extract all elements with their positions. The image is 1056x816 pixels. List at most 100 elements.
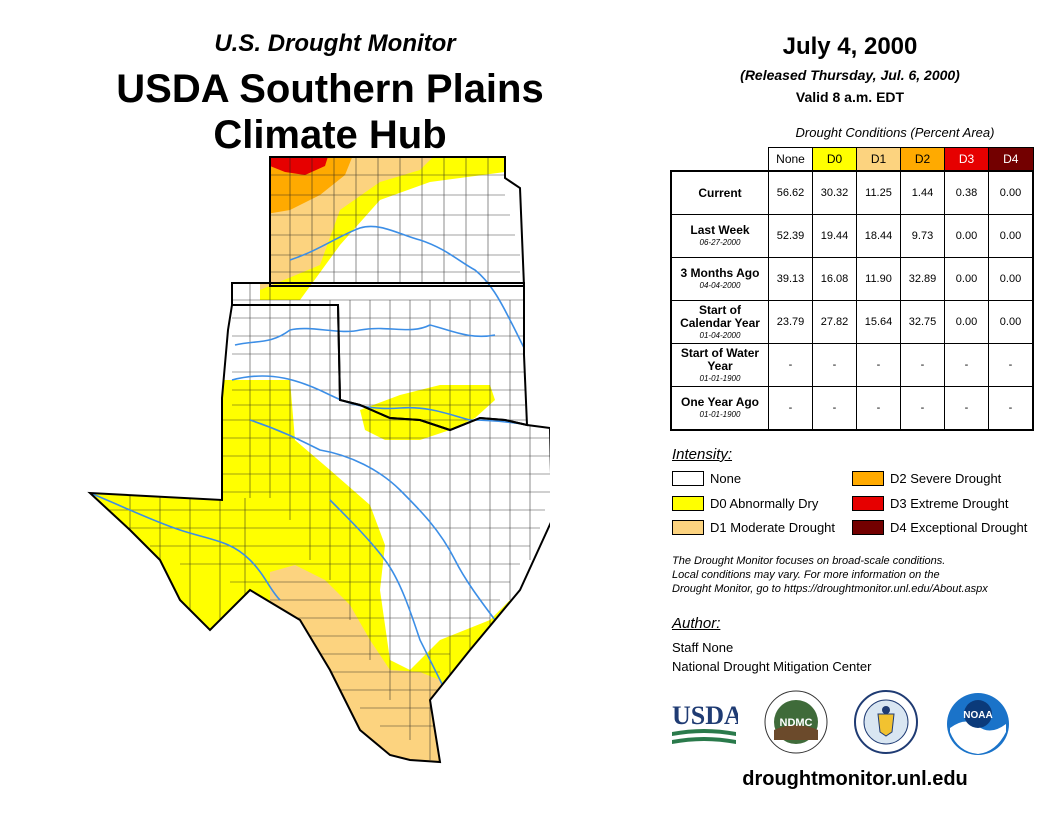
legend-swatch — [852, 496, 884, 511]
legend-swatch — [672, 471, 704, 486]
legend-label: D4 Exceptional Drought — [890, 520, 1028, 535]
row-date: 01-04-2000 — [699, 330, 741, 340]
row-label-text: One Year Ago — [680, 395, 760, 409]
map-date: July 4, 2000 — [782, 33, 918, 60]
table-cell: - — [900, 386, 945, 431]
state-borders — [87, 156, 550, 764]
col-header-d4: D4 — [988, 147, 1034, 172]
row-label: Current — [670, 170, 769, 215]
table-cell: 9.73 — [900, 214, 945, 258]
table-cell: 56.62 — [768, 170, 813, 215]
note-line-3: Drought Monitor, go to https://droughtmo… — [672, 583, 988, 595]
legend-swatch — [672, 520, 704, 535]
d3-area-kansas — [270, 157, 330, 175]
valid-time: Valid 8 a.m. EDT — [795, 89, 905, 105]
rivers — [90, 225, 531, 701]
release-date: (Released Thursday, Jul. 6, 2000) — [740, 67, 960, 83]
table-cell: - — [900, 343, 945, 387]
row-label-text: Last Week — [690, 223, 750, 237]
map-subtitle: U.S. Drought Monitor — [214, 30, 456, 57]
author-block: Staff None National Drought Mitigation C… — [672, 638, 871, 676]
table-cell: 30.32 — [812, 170, 857, 215]
legend-label: D1 Moderate Drought — [710, 520, 836, 535]
table-cell: 11.90 — [856, 257, 901, 301]
noaa-logo: NOAA — [947, 693, 1009, 755]
author-name: Staff None — [672, 640, 734, 655]
table-row: Start of Water Year 01-01-1900- - - - - - — [670, 343, 1034, 387]
row-label: One Year Ago 01-01-1900 — [670, 386, 769, 431]
ndmc-logo: NDMC — [764, 690, 828, 754]
drought-conditions-table: None D0 D1 D2 D3 D4 Current 56.62 30.32 11.… — [670, 147, 1034, 431]
col-header-d2: D2 — [900, 147, 945, 172]
table-cell: 0.00 — [988, 257, 1034, 301]
table-cell: - — [856, 386, 901, 431]
map-title: USDA Southern Plains Climate Hub — [60, 66, 600, 158]
table-row: 3 Months Ago 04-04-2000 39.13 16.08 11.90 32.… — [670, 257, 1034, 301]
legend-swatch — [672, 496, 704, 511]
table-row: Last Week 06-27-2000 52.39 19.44 18.44 9.73 0.… — [670, 214, 1034, 258]
table-cell: - — [944, 386, 989, 431]
note-line-2: Local conditions may vary. For more info… — [672, 569, 940, 581]
row-label: Start of Calendar Year 01-04-2000 — [670, 300, 769, 344]
col-header-d1: D1 — [856, 147, 901, 172]
table-cell: 15.64 — [856, 300, 901, 344]
col-header-none: None — [768, 147, 813, 172]
website-link[interactable]: droughtmonitor.unl.edu — [742, 768, 968, 790]
commerce-seal — [854, 690, 918, 754]
table-cell: 27.82 — [812, 300, 857, 344]
table-cell: - — [988, 386, 1034, 431]
map-title-line2: Climate Hub — [213, 113, 447, 157]
table-cell: 39.13 — [768, 257, 813, 301]
row-date: 01-01-1900 — [699, 410, 741, 419]
table-cell: 0.38 — [944, 170, 989, 215]
row-label-text: 3 Months Ago — [680, 266, 760, 280]
d0-area-oklahoma — [360, 385, 495, 440]
table-cell: 0.00 — [988, 170, 1034, 215]
table-cell: - — [944, 343, 989, 387]
table-row: One Year Ago 01-01-1900- - - - - - — [670, 386, 1034, 431]
legend-label: D3 Extreme Drought — [890, 496, 1009, 511]
row-label: Start of Water Year 01-01-1900 — [670, 343, 769, 387]
table-cell: 16.08 — [812, 257, 857, 301]
row-label: 3 Months Ago 04-04-2000 — [670, 257, 769, 301]
usda-logo: USDA — [672, 701, 738, 744]
table-cell: - — [812, 343, 857, 387]
table-row: Current 56.62 30.32 11.25 1.44 0.38 0.00 — [670, 170, 1034, 215]
drought-areas — [90, 157, 550, 762]
legend-label: D2 Severe Drought — [890, 471, 1002, 486]
row-date: 01-01-1900 — [699, 373, 741, 383]
usda-logo-text: USDA — [672, 701, 738, 730]
legend-label: None — [710, 471, 742, 486]
drought-map — [87, 156, 550, 764]
table-cell: 32.75 — [900, 300, 945, 344]
table-cell: - — [768, 343, 813, 387]
row-date: 06-27-2000 — [699, 238, 741, 247]
table-cell: - — [988, 343, 1034, 387]
col-header-d0: D0 — [812, 147, 857, 172]
table-cell: 0.00 — [944, 214, 989, 258]
author-title: Author: — [672, 615, 721, 632]
table-cell: 0.00 — [944, 300, 989, 344]
conditions-caption: Drought Conditions (Percent Area) — [795, 125, 995, 140]
table-cell: 1.44 — [900, 170, 945, 215]
table-cell: 19.44 — [812, 214, 857, 258]
table-cell: 32.89 — [900, 257, 945, 301]
legend-swatch — [852, 520, 884, 535]
row-label: Last Week 06-27-2000 — [670, 214, 769, 258]
table-cell: 18.44 — [856, 214, 901, 258]
table-row: Start of Calendar Year 01-04-2000 23.79 27.… — [670, 300, 1034, 344]
row-label-text: Start of Water Year — [680, 345, 760, 373]
drought-monitor-note: The Drought Monitor focuses on broad-sca… — [672, 554, 1042, 596]
county-lines — [90, 157, 550, 760]
col-header-d3: D3 — [944, 147, 989, 172]
row-label-text: Start of Calendar Year — [680, 302, 760, 330]
table-cell: 52.39 — [768, 214, 813, 258]
table-corner — [671, 148, 769, 172]
kansas-border — [269, 156, 526, 287]
noaa-logo-text: NOAA — [963, 710, 992, 721]
table-cell: 23.79 — [768, 300, 813, 344]
table-cell: 0.00 — [988, 214, 1034, 258]
table-cell: - — [768, 386, 813, 431]
table-cell: - — [856, 343, 901, 387]
table-cell: - — [812, 386, 857, 431]
